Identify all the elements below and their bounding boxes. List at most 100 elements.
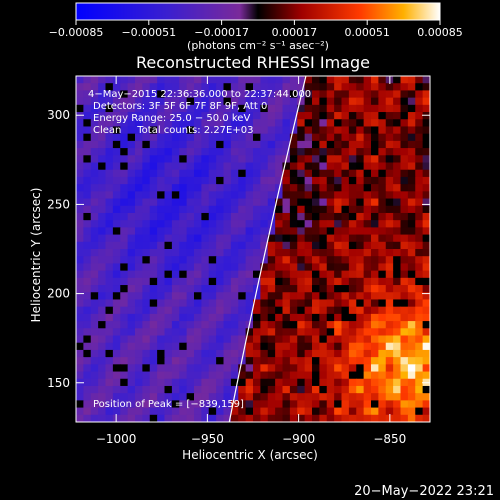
heatmap-cell [378,104,387,113]
heatmap-cell [179,220,188,228]
colorbar-tick-label: −0.00017 [194,26,249,39]
heatmap-cell [348,393,357,401]
heatmap-cell [149,234,158,243]
heatmap-cell [127,277,136,286]
heatmap-cell [297,140,306,149]
heatmap-cell [400,378,409,387]
heatmap-cell [304,205,313,214]
heatmap-cell [216,357,225,365]
heatmap-cell [186,342,195,351]
heatmap-cell [223,205,232,214]
heatmap-cell [304,400,313,409]
heatmap-cell [83,249,92,257]
heatmap-cell [171,162,180,171]
heatmap-cell [393,83,402,91]
heatmap-cell [341,349,350,358]
heatmap-cell [282,277,291,286]
heatmap-cell [194,227,202,236]
heatmap-cell [267,155,276,163]
heatmap-cell [98,133,107,142]
heatmap-cell [312,270,320,279]
heatmap-cell [341,148,350,156]
heatmap-cell [142,148,151,156]
heatmap-cell [385,148,394,156]
heatmap-cell [127,256,136,264]
heatmap-cell [201,306,210,315]
heatmap-cell [98,176,107,185]
heatmap-cell [149,83,158,91]
heatmap-cell [275,385,284,394]
heatmap-cell [341,249,350,257]
heatmap-cell [120,140,129,149]
heatmap-cell [267,407,276,416]
heatmap-cell [422,119,430,127]
heatmap-cell [326,263,335,272]
heatmap-cell [90,313,99,322]
heatmap-cell [267,364,276,373]
heatmap-cell [171,328,180,336]
heatmap-cell [245,198,254,207]
heatmap-cell [208,378,217,387]
heatmap-cell [326,378,335,387]
heatmap-cell [275,76,284,84]
heatmap-cell [334,97,343,106]
heatmap-cell [201,162,210,171]
heatmap-cell [186,140,195,149]
heatmap-cell [297,393,306,401]
heatmap-cell [142,212,151,221]
heatmap-cell [149,126,158,135]
heatmap-cell [90,285,99,293]
heatmap-cell [348,371,357,380]
heatmap-cell [171,90,180,99]
heatmap-cell [149,169,158,178]
heatmap-cell [378,133,387,142]
heatmap-cell [363,90,372,99]
heatmap-cell [348,169,357,178]
heatmap-cell [378,249,387,257]
heatmap-cell [76,349,84,358]
heatmap-cell [363,133,372,142]
heatmap-cell [304,133,313,142]
heatmap-cell [76,385,84,394]
heatmap-cell [223,97,232,106]
heatmap-cell [112,285,121,293]
colorbar-tick-label: −0.00085 [49,26,104,39]
heatmap-cell [312,299,320,308]
heatmap-cell [385,90,394,99]
heatmap-cell [275,241,284,250]
heatmap-cell [127,342,136,351]
heatmap-cell [312,126,320,135]
heatmap-cell [348,220,357,228]
heatmap-cell [282,97,291,106]
heatmap-cell [127,112,136,120]
heatmap-cell [164,162,173,171]
heatmap-cell [142,198,151,207]
heatmap-cell [105,162,114,171]
heatmap-cell [98,270,107,279]
heatmap-cell [393,364,402,373]
heatmap-cell [282,126,291,135]
heatmap-cell [407,292,416,300]
heatmap-cell [371,277,379,286]
heatmap-cell [164,155,173,163]
heatmap-cell [356,212,365,221]
heatmap-cell [348,328,357,336]
heatmap-cell [127,393,136,401]
heatmap-cell [260,313,269,322]
heatmap-cell [112,83,121,91]
heatmap-cell [326,313,335,322]
heatmap-cell [194,277,202,286]
heatmap-cell [164,306,173,315]
heatmap-cell [253,342,261,351]
heatmap-cell [245,191,254,200]
heatmap-cell [334,299,343,308]
heatmap-cell [127,407,136,416]
heatmap-cell [112,241,121,250]
heatmap-cell [400,76,409,84]
heatmap-cell [334,249,343,257]
heatmap-cell [112,277,121,286]
heatmap-cell [194,119,202,127]
heatmap-cell [149,176,158,185]
heatmap-cell [157,335,166,344]
heatmap-cell [400,220,409,228]
